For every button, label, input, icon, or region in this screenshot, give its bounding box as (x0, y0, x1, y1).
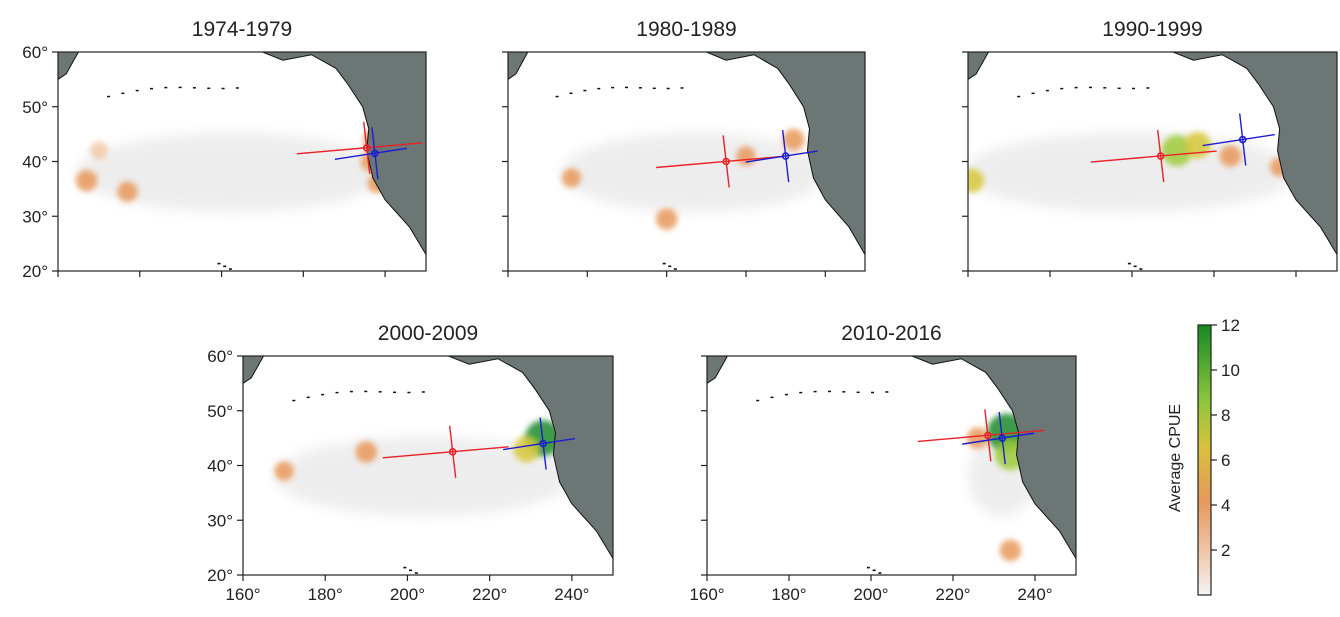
aleutian-islands (1017, 86, 1150, 98)
y-tick-label: 30° (207, 511, 233, 530)
cpue-hotspot (968, 168, 985, 193)
x-tick-label: 180° (308, 585, 343, 604)
x-tick-label: 240° (1017, 585, 1052, 604)
colorbar-tick-label: 12 (1221, 316, 1240, 335)
centroid-blue (1202, 113, 1275, 166)
centroid-red (296, 121, 423, 174)
cpue-hotspot (1219, 145, 1242, 167)
colorbar-tick-label: 10 (1221, 361, 1240, 380)
cpue-hotspot (561, 168, 582, 188)
centroid-red (1090, 129, 1217, 183)
y-tick-label: 20° (22, 262, 48, 281)
hawaii-islands (217, 262, 232, 270)
colorbar-tick-label: 6 (1221, 451, 1230, 470)
hawaii-islands (1127, 262, 1143, 270)
colorbar-label: Average CPUE (1167, 404, 1184, 512)
x-tick-label: 180° (771, 585, 806, 604)
panel-title: 1990-1999 (1102, 18, 1202, 41)
panel-title: 2010-2016 (841, 322, 941, 345)
centroid-red (656, 135, 783, 188)
centroid-red (382, 425, 509, 478)
aleutian-islands (107, 86, 239, 98)
centroid-blue (962, 412, 1035, 465)
y-tick-label: 40° (22, 153, 48, 172)
effort-cloud (968, 132, 1298, 213)
colorbar: 12 10 8 6 4 2 Average CPUE (1167, 316, 1240, 596)
colorbar-tick-label: 8 (1221, 406, 1230, 425)
x-tick-label: 220° (472, 585, 507, 604)
aleutian-islands (555, 86, 684, 98)
x-tick-label: 240° (554, 585, 589, 604)
land-asia (508, 52, 529, 80)
map-panel-5: 2010-2016 160° 180° 200° 220° 240° (689, 322, 1077, 604)
map-panel-1: 1974-1979 60° 50° 40° 30° 20° (22, 18, 427, 281)
x-tick-label: 160° (225, 585, 260, 604)
land-north-america (911, 356, 1076, 560)
land-north-america (1172, 52, 1337, 256)
map-panel-2: 1980-1989 (502, 18, 866, 277)
effort-cloud (561, 132, 828, 213)
cpue-hotspot (736, 146, 756, 166)
centroid-red (917, 409, 1044, 462)
colorbar-tick-label: 2 (1221, 541, 1230, 560)
map-panel-4: 2000-2009 160° 180° 200° 220° 240° 60° 50° 40° 30… (207, 322, 614, 604)
land-asia (58, 52, 80, 80)
cpue-hotspot (355, 441, 378, 463)
cpue-hotspot (966, 427, 989, 449)
land-asia (968, 52, 990, 80)
x-tick-label: 160° (689, 585, 724, 604)
centroid-blue (503, 417, 576, 470)
centroid-blue (745, 129, 818, 183)
y-tick-label: 60° (207, 347, 233, 366)
hawaii-islands (866, 566, 882, 574)
cpue-hotspot (89, 141, 108, 160)
cpue-hotspot (999, 539, 1022, 562)
land-north-america (448, 356, 613, 560)
map-panel-3: 1990-1999 (962, 18, 1338, 277)
land-asia (243, 356, 265, 384)
land-north-america (706, 52, 865, 256)
aleutian-islands (292, 390, 425, 402)
y-tick-label: 40° (207, 457, 233, 476)
y-tick-label: 60° (22, 43, 48, 62)
hawaii-islands (662, 262, 677, 270)
panel-title: 1974-1979 (192, 18, 292, 41)
x-tick-label: 200° (853, 585, 888, 604)
cpue-hotspot (782, 128, 805, 151)
cpue-hotspot (274, 461, 294, 481)
y-tick-label: 20° (207, 566, 233, 585)
y-tick-label: 30° (22, 207, 48, 226)
x-tick-label: 220° (935, 585, 970, 604)
cpue-hotspot (75, 169, 98, 192)
y-tick-label: 50° (207, 402, 233, 421)
land-north-america (262, 52, 426, 256)
cpue-hotspot (117, 181, 138, 202)
panel-title: 1980-1989 (636, 18, 736, 41)
y-tick-label: 50° (22, 98, 48, 117)
effort-cloud (274, 436, 574, 517)
cpue-hotspot (513, 435, 540, 463)
land-asia (707, 356, 729, 384)
centroid-blue (334, 127, 407, 180)
colorbar-ramp (1197, 324, 1212, 596)
colorbar-tick-label: 4 (1221, 496, 1230, 515)
aleutian-islands (756, 390, 889, 402)
panel-title: 2000-2009 (378, 322, 478, 345)
hawaii-islands (403, 566, 418, 574)
x-tick-label: 200° (390, 585, 425, 604)
cpue-hotspot (655, 208, 678, 230)
